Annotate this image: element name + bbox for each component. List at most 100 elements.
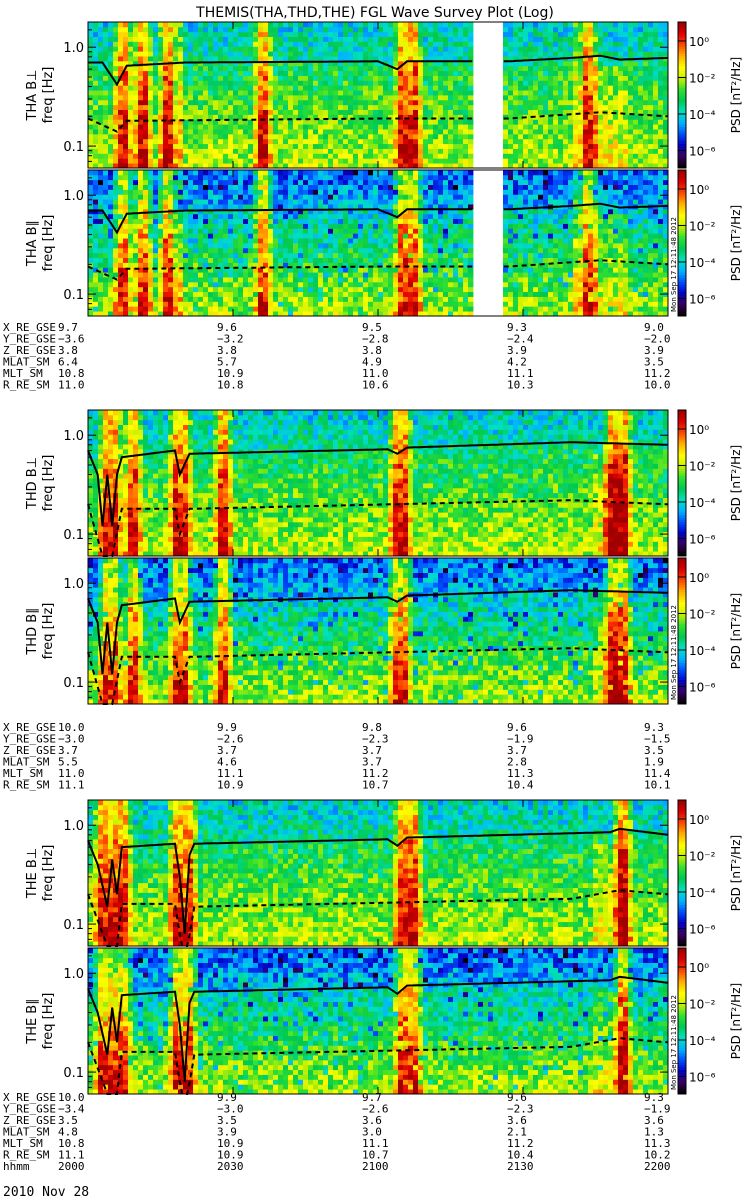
heatmap-cell [293, 149, 298, 154]
heatmap-cell [298, 95, 303, 100]
heatmap-cell [383, 71, 388, 76]
heatmap-cell [338, 37, 343, 42]
heatmap-cell [213, 253, 218, 258]
heatmap-cell [428, 134, 433, 139]
colorbar-segment [678, 136, 686, 139]
heatmap-cell [363, 46, 368, 51]
heatmap-cell [273, 224, 278, 229]
heatmap-cell [613, 22, 618, 27]
heatmap-cell [113, 158, 118, 163]
heatmap-cell [103, 110, 108, 115]
heatmap-cell [278, 90, 283, 95]
heatmap-cell [198, 100, 203, 105]
heatmap-cell [428, 139, 433, 144]
heatmap-cell [178, 158, 183, 163]
heatmap-cell [318, 90, 323, 95]
heatmap-cell [373, 110, 378, 115]
heatmap-cell [438, 51, 443, 56]
heatmap-cell [98, 272, 103, 277]
heatmap-cell [333, 258, 338, 263]
heatmap-cell [193, 301, 198, 306]
heatmap-cell [608, 100, 613, 105]
heatmap-cell [553, 158, 558, 163]
heatmap-cell [503, 37, 508, 42]
heatmap-cell [208, 287, 213, 292]
heatmap-cell [143, 204, 148, 209]
heatmap-cell [238, 277, 243, 282]
heatmap-cell [288, 80, 293, 85]
heatmap-cell [328, 124, 333, 129]
heatmap-cell [288, 32, 293, 37]
heatmap-cell [113, 153, 118, 158]
heatmap-cell [313, 158, 318, 163]
heatmap-cell [323, 228, 328, 233]
heatmap-cell [528, 32, 533, 37]
heatmap-cell [233, 105, 238, 110]
heatmap-cell [253, 139, 258, 144]
heatmap-cell [423, 139, 428, 144]
heatmap-cell [418, 22, 423, 27]
heatmap-cell [433, 110, 438, 115]
heatmap-cell [328, 71, 333, 76]
heatmap-cell [293, 185, 298, 190]
heatmap-cell [103, 189, 108, 194]
heatmap-cell [583, 134, 588, 139]
heatmap-cell [168, 306, 173, 311]
heatmap-cell [248, 27, 253, 32]
heatmap-cell [138, 100, 143, 105]
heatmap-cell [218, 76, 223, 81]
heatmap-cell [328, 144, 333, 149]
heatmap-cell [148, 204, 153, 209]
heatmap-cell [508, 51, 513, 56]
heatmap-cell [168, 180, 173, 185]
heatmap-cell [113, 170, 118, 175]
heatmap-cell [93, 238, 98, 243]
heatmap-cell [208, 248, 213, 253]
heatmap-cell [233, 90, 238, 95]
heatmap-cell [238, 243, 243, 248]
heatmap-cell [133, 46, 138, 51]
heatmap-cell [358, 85, 363, 90]
heatmap-cell [323, 41, 328, 46]
heatmap-cell [218, 189, 223, 194]
heatmap-cell [328, 153, 333, 158]
heatmap-cell [643, 71, 648, 76]
heatmap-cell [258, 51, 263, 56]
heatmap-cell [188, 85, 193, 90]
heatmap-cell [523, 32, 528, 37]
heatmap-cell [428, 76, 433, 81]
heatmap-cell [288, 110, 293, 115]
heatmap-cell [138, 110, 143, 115]
heatmap-cell [518, 51, 523, 56]
heatmap-cell [103, 37, 108, 42]
heatmap-cell [348, 22, 353, 27]
heatmap-cell [388, 76, 393, 81]
heatmap-cell [308, 37, 313, 42]
heatmap-cell [188, 228, 193, 233]
heatmap-cell [288, 71, 293, 76]
heatmap-cell [503, 95, 508, 100]
heatmap-cell [628, 119, 633, 124]
heatmap-cell [233, 258, 238, 263]
heatmap-cell [143, 277, 148, 282]
heatmap-cell [553, 95, 558, 100]
heatmap-cell [143, 199, 148, 204]
heatmap-cell [213, 85, 218, 90]
heatmap-cell [193, 46, 198, 51]
heatmap-cell [333, 149, 338, 154]
heatmap-cell [183, 144, 188, 149]
heatmap-cell [458, 100, 463, 105]
heatmap-cell [348, 287, 353, 292]
heatmap-cell [373, 71, 378, 76]
colorbar-segment [678, 27, 686, 30]
heatmap-cell [208, 139, 213, 144]
heatmap-cell [408, 144, 413, 149]
heatmap-cell [288, 233, 293, 238]
heatmap-cell [583, 105, 588, 110]
heatmap-cell [518, 149, 523, 154]
heatmap-cell [328, 110, 333, 115]
heatmap-cell [388, 56, 393, 61]
heatmap-cell [643, 119, 648, 124]
heatmap-cell [438, 144, 443, 149]
heatmap-cell [133, 189, 138, 194]
